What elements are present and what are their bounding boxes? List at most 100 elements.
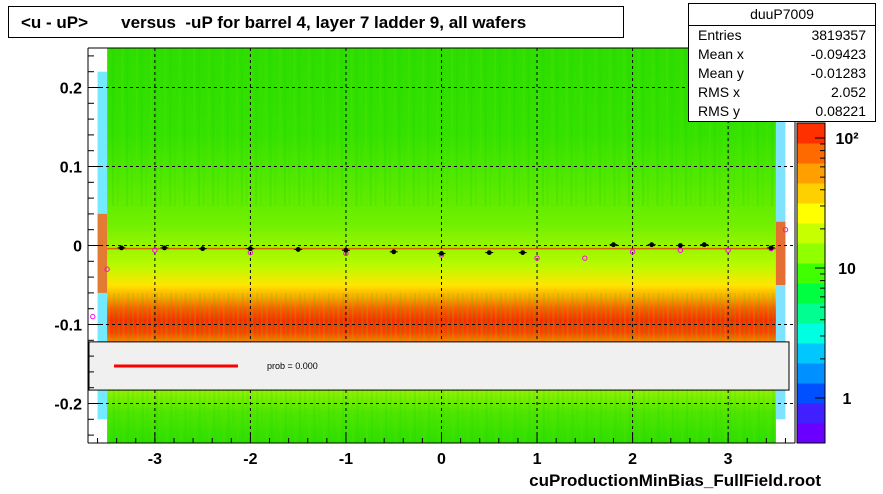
colorbar: 1 10 10² xyxy=(796,122,859,444)
chart-title: <u - uP> versus -uP for barrel 4, layer … xyxy=(21,13,527,32)
heatmap-texture xyxy=(451,48,454,206)
stats-row-mean-y: Mean y -0.01283 xyxy=(689,64,875,83)
stats-box: duuP7009 Entries 3819357 Mean x -0.09423… xyxy=(688,3,876,122)
heatmap-texture xyxy=(169,48,172,206)
colorbar-segment xyxy=(797,183,825,204)
heatmap-texture xyxy=(250,48,253,206)
heatmap-texture xyxy=(221,48,224,206)
heatmap-texture xyxy=(728,48,731,206)
x-tick-label: 3 xyxy=(724,451,733,468)
title-box: <u - uP> versus -uP for barrel 4, layer … xyxy=(8,6,624,38)
heatmap-texture xyxy=(379,48,382,206)
heatmap-texture xyxy=(331,48,334,206)
stats-value: 3819357 xyxy=(811,27,866,43)
heatmap-texture xyxy=(388,48,391,206)
heatmap-texture xyxy=(317,48,320,206)
heatmap-texture xyxy=(470,48,473,206)
heatmap-texture xyxy=(374,48,377,206)
heatmap-texture xyxy=(737,48,740,206)
heatmap-texture xyxy=(231,48,234,206)
heatmap-texture xyxy=(494,48,497,206)
heatmap-texture xyxy=(384,48,387,206)
heatmap-texture xyxy=(436,48,439,206)
profile-point xyxy=(768,245,774,251)
colorbar-segment xyxy=(797,403,825,424)
heatmap-texture xyxy=(522,48,525,206)
heatmap-texture xyxy=(651,48,654,206)
profile-secondary-point xyxy=(725,247,731,253)
heatmap-texture xyxy=(355,48,358,206)
heatmap-texture xyxy=(771,48,774,206)
heatmap-texture xyxy=(255,48,258,206)
heatmap-texture xyxy=(465,48,468,206)
heatmap-texture xyxy=(546,48,549,206)
heatmap-texture xyxy=(135,48,138,206)
heatmap-texture xyxy=(365,48,368,206)
heatmap-texture xyxy=(560,48,563,206)
heatmap-texture xyxy=(307,48,310,206)
x-tick-label: -1 xyxy=(339,451,353,468)
heatmap-texture xyxy=(766,48,769,206)
colorbar-segment xyxy=(797,243,825,264)
y-tick-label: 0.2 xyxy=(60,81,82,98)
heatmap-texture xyxy=(742,48,745,206)
colorbar-segment xyxy=(797,323,825,344)
colorbar-segment xyxy=(797,303,825,324)
profile-secondary-point xyxy=(629,249,636,255)
colorbar-segment xyxy=(797,383,825,404)
heatmap-texture xyxy=(111,48,114,206)
heatmap-texture xyxy=(694,48,697,206)
profile-point xyxy=(649,242,655,248)
stats-key: RMS y xyxy=(698,103,740,119)
heatmap-texture xyxy=(173,48,176,206)
profile-secondary-point xyxy=(90,313,96,320)
heatmap-texture xyxy=(670,48,673,206)
heatmap-texture xyxy=(322,48,325,206)
heatmap-texture xyxy=(513,48,516,206)
colorbar-segment xyxy=(797,343,825,364)
heatmap-texture xyxy=(637,48,640,206)
heatmap-texture xyxy=(312,48,315,206)
heatmap-texture xyxy=(632,48,635,206)
heatmap-texture xyxy=(460,48,463,206)
x-tick-label: 0 xyxy=(437,451,446,468)
heatmap-texture xyxy=(412,48,415,206)
heatmap-texture xyxy=(441,48,444,206)
profile-secondary-point xyxy=(782,227,789,233)
x-tick-label: 2 xyxy=(628,451,637,468)
heatmap-texture xyxy=(126,48,129,206)
profile-point xyxy=(701,242,707,248)
heatmap-texture xyxy=(704,48,707,206)
heatmap-texture xyxy=(446,48,449,206)
heatmap-texture xyxy=(422,48,425,206)
heatmap-texture xyxy=(761,48,764,206)
heatmap-texture xyxy=(283,48,286,206)
heatmap-texture xyxy=(236,48,239,206)
heatmap-texture xyxy=(623,48,626,206)
heatmap-texture xyxy=(293,48,296,206)
colorbar-segment xyxy=(797,163,825,184)
heatmap-texture xyxy=(556,48,559,206)
heatmap-texture xyxy=(594,48,597,206)
heatmap-texture xyxy=(427,48,430,206)
colorbar-segment xyxy=(797,283,825,304)
heatmap-texture xyxy=(508,48,511,206)
stats-key: RMS x xyxy=(698,84,740,100)
heatmap-texture xyxy=(608,48,611,206)
heatmap-texture xyxy=(197,48,200,206)
heatmap-texture xyxy=(417,48,420,206)
heatmap-texture xyxy=(584,48,587,206)
heatmap-texture xyxy=(193,48,196,206)
heatmap-texture xyxy=(259,48,262,206)
heatmap-texture xyxy=(551,48,554,206)
heatmap-texture xyxy=(154,48,157,206)
heatmap-texture xyxy=(178,48,181,206)
colorbar-segment xyxy=(797,423,825,444)
heatmap-texture xyxy=(666,48,669,206)
heatmap-texture xyxy=(474,48,477,206)
colorbar-segment xyxy=(797,223,825,244)
heatmap-texture xyxy=(350,48,353,206)
heatmap-texture xyxy=(756,48,759,206)
y-tick-label: 0 xyxy=(73,239,82,256)
heatmap-texture xyxy=(298,48,301,206)
